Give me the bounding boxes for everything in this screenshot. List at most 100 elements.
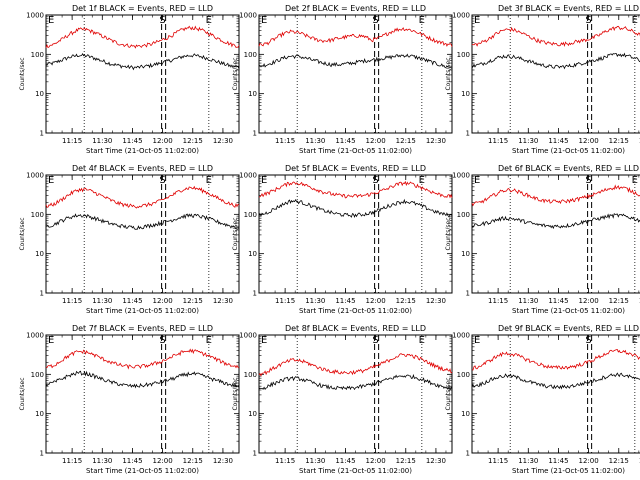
y-tick-label: 1 <box>253 290 257 298</box>
marker-letter-right: E <box>206 15 212 26</box>
x-tick-label: 11:45 <box>335 297 355 305</box>
marker-letter-right: E <box>206 335 212 346</box>
marker-letter-left: E <box>474 15 480 26</box>
x-tick-label: 11:30 <box>92 297 112 305</box>
y-tick-label: 1 <box>40 450 44 458</box>
x-axis-label: Start Time (21-Oct-05 11:02:00) <box>512 467 625 475</box>
panel-title: Det 3f BLACK = Events, RED = LLD <box>498 4 639 13</box>
marker-letter-left: E <box>48 15 54 26</box>
y-tick-label: 100 <box>457 211 470 219</box>
panel-title: Det 6f BLACK = Events, RED = LLD <box>498 164 639 173</box>
y-tick-label: 10 <box>461 250 470 258</box>
lld-series-line <box>45 25 240 49</box>
x-tick-label: 12:15 <box>183 137 203 145</box>
x-tick-label: 11:45 <box>122 297 142 305</box>
x-tick-label: 11:45 <box>335 137 355 145</box>
events-series-line <box>471 52 640 70</box>
x-tick-label: 12:00 <box>153 457 173 465</box>
events-series-line <box>45 52 240 71</box>
y-tick-label: 1 <box>253 450 257 458</box>
plot-frame <box>258 174 453 294</box>
x-axis-label: Start Time (21-Oct-05 11:02:00) <box>86 467 199 475</box>
y-tick-label: 10 <box>461 410 470 418</box>
lld-series-line <box>471 184 640 207</box>
x-tick-label: 11:15 <box>275 297 295 305</box>
x-tick-label: 11:45 <box>122 457 142 465</box>
events-series-line <box>258 53 453 69</box>
marker-letter-left: E <box>48 175 54 186</box>
y-tick-label: 1 <box>466 130 470 138</box>
y-axis-label: Counts/sec <box>19 377 26 410</box>
lld-series-line <box>258 180 453 199</box>
chart-panel-3: Det 3f BLACK = Events, RED = LLD Counts/s… <box>445 4 640 155</box>
y-tick-label: 1000 <box>26 12 44 20</box>
x-tick-label: 12:15 <box>609 457 629 465</box>
y-tick-label: 10 <box>248 90 257 98</box>
x-tick-label: 12:00 <box>579 297 599 305</box>
chart-panel-2: Det 2f BLACK = Events, RED = LLD Counts/s… <box>232 4 453 155</box>
x-tick-label: 11:30 <box>305 297 325 305</box>
x-tick-label: 11:15 <box>62 137 82 145</box>
x-tick-label: 12:00 <box>153 137 173 145</box>
y-tick-label: 1000 <box>239 332 257 340</box>
y-tick-label: 1000 <box>26 332 44 340</box>
y-tick-label: 100 <box>31 51 44 59</box>
x-tick-label: 12:00 <box>579 457 599 465</box>
x-tick-label: 11:45 <box>122 137 142 145</box>
y-tick-label: 100 <box>244 211 257 219</box>
lld-series-line <box>258 353 453 377</box>
marker-letter-mid: S <box>372 175 378 186</box>
x-tick-label: 11:30 <box>92 457 112 465</box>
x-tick-label: 12:30 <box>426 137 446 145</box>
marker-letter-mid: S <box>159 175 165 186</box>
x-tick-label: 12:30 <box>426 457 446 465</box>
marker-letter-left: E <box>261 335 267 346</box>
y-tick-label: 1 <box>253 130 257 138</box>
x-tick-label: 12:30 <box>426 297 446 305</box>
marker-letter-mid: S <box>372 15 378 26</box>
events-series-line <box>258 198 453 218</box>
marker-letter-mid: S <box>585 335 591 346</box>
marker-letter-right: E <box>632 15 638 26</box>
x-tick-label: 12:30 <box>213 137 233 145</box>
x-tick-label: 12:15 <box>183 297 203 305</box>
x-tick-label: 11:30 <box>305 457 325 465</box>
x-tick-label: 11:45 <box>548 137 568 145</box>
panel-title: Det 1f BLACK = Events, RED = LLD <box>72 4 213 13</box>
plot-frame <box>471 334 640 454</box>
y-tick-label: 1000 <box>239 12 257 20</box>
y-axis-label: Counts/sec <box>19 217 26 250</box>
lld-series-line <box>45 348 239 370</box>
x-axis-label: Start Time (21-Oct-05 11:02:00) <box>512 307 625 315</box>
marker-letter-left: E <box>48 335 54 346</box>
y-axis-label: Counts/sec <box>445 57 452 90</box>
panel-title: Det 7f BLACK = Events, RED = LLD <box>72 324 213 333</box>
y-axis-label: Counts/sec <box>19 57 26 90</box>
lld-series-line <box>471 349 640 371</box>
panel-title: Det 2f BLACK = Events, RED = LLD <box>285 4 426 13</box>
x-tick-label: 12:30 <box>213 457 233 465</box>
x-tick-label: 11:15 <box>62 457 82 465</box>
x-tick-label: 12:00 <box>366 137 386 145</box>
y-tick-label: 100 <box>244 51 257 59</box>
x-tick-label: 12:00 <box>579 137 599 145</box>
y-axis-label: Counts/sec <box>232 57 239 90</box>
plot-frame <box>45 174 240 294</box>
x-tick-label: 12:30 <box>639 297 640 305</box>
x-tick-label: 11:45 <box>548 297 568 305</box>
chart-panel-8: Det 8f BLACK = Events, RED = LLD Counts/s… <box>232 324 453 475</box>
plot-frame <box>258 334 453 454</box>
x-tick-label: 12:30 <box>639 457 640 465</box>
panel-title: Det 9f BLACK = Events, RED = LLD <box>498 324 639 333</box>
marker-letter-right: E <box>632 335 638 346</box>
panel-title: Det 5f BLACK = Events, RED = LLD <box>285 164 426 173</box>
x-tick-label: 11:15 <box>488 297 508 305</box>
y-tick-label: 100 <box>31 371 44 379</box>
events-series-line <box>258 373 453 391</box>
panel-title: Det 4f BLACK = Events, RED = LLD <box>72 164 213 173</box>
chart-panel-7: Det 7f BLACK = Events, RED = LLD Counts/s… <box>19 324 240 475</box>
x-tick-label: 12:00 <box>366 457 386 465</box>
y-tick-label: 10 <box>461 90 470 98</box>
x-tick-label: 11:15 <box>275 137 295 145</box>
x-tick-label: 11:30 <box>305 137 325 145</box>
